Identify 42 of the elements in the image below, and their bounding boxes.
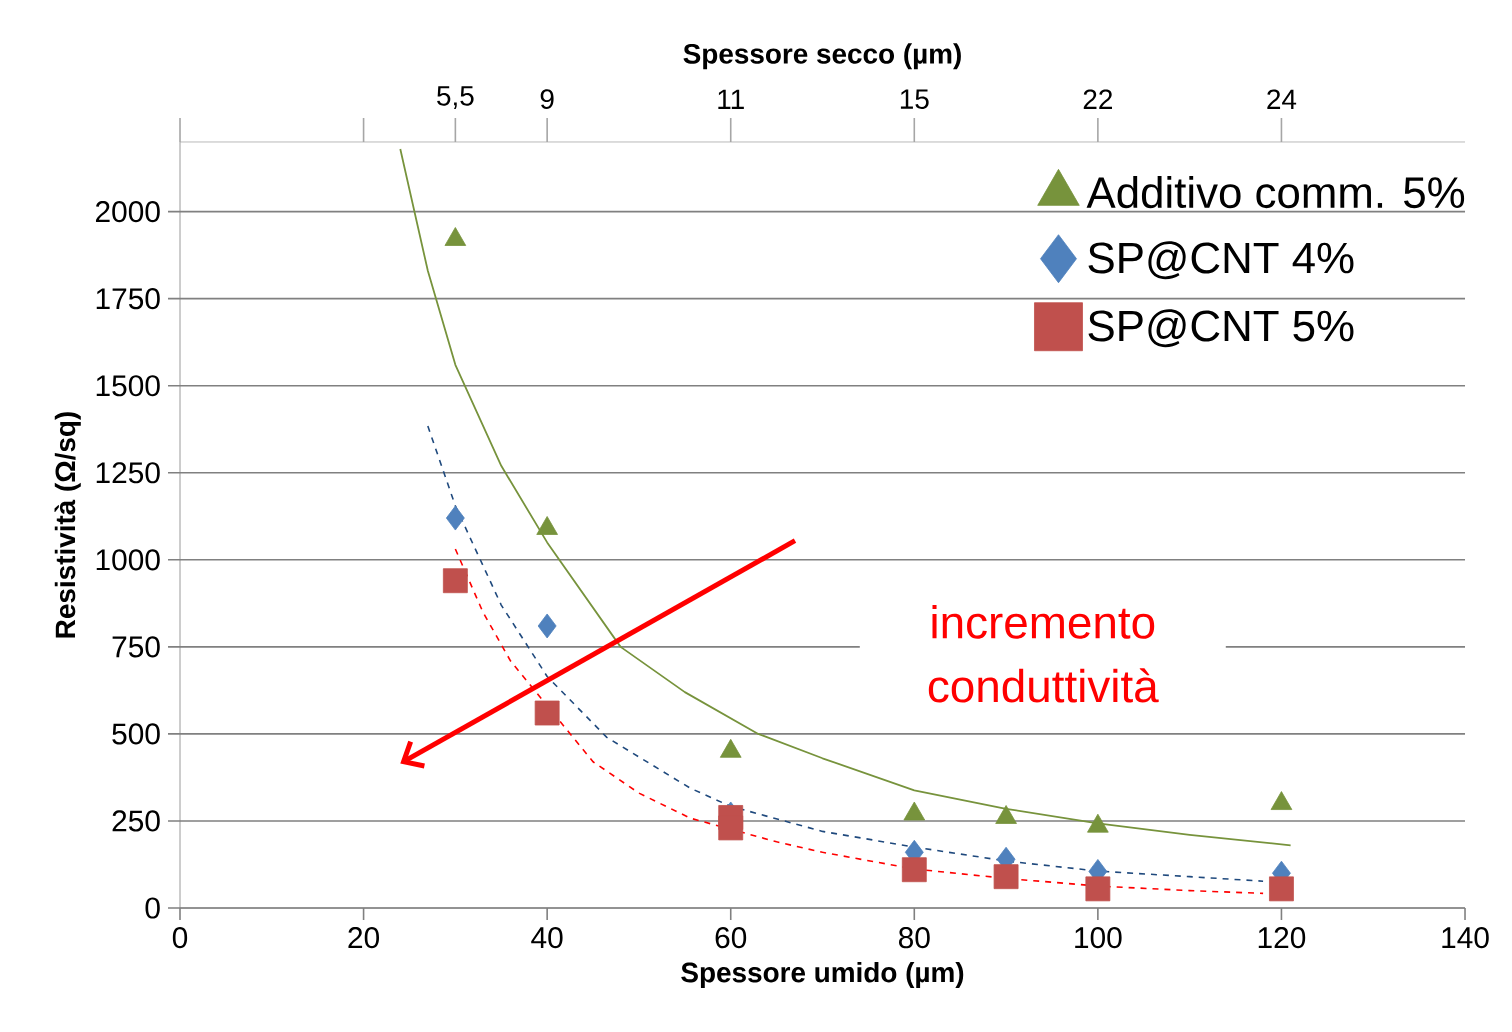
y-tick-label: 1500	[96, 375, 160, 397]
point	[537, 613, 557, 639]
y-tick-label: 1750	[96, 288, 160, 310]
x-tick-label: 20	[348, 927, 380, 949]
legend-label: SP@CNT 4%	[1088, 241, 1354, 280]
point	[534, 700, 560, 726]
text: 24	[1267, 89, 1297, 109]
text: 15	[900, 89, 929, 109]
point	[536, 516, 558, 535]
y-tick-label: 750	[112, 636, 160, 658]
x-tick-label: 140	[1442, 927, 1489, 949]
x-tick-label: 0	[172, 927, 188, 949]
y-tick-label: 1000	[96, 549, 160, 571]
line-series	[427, 425, 1264, 882]
point	[445, 505, 465, 531]
point	[901, 857, 927, 883]
point	[718, 815, 744, 841]
x-tick-label: 60	[715, 927, 747, 949]
annotation: incremento conduttività	[928, 605, 1159, 703]
legend-label: Additivo comm. 5%	[1086, 175, 1465, 209]
y-tick-label: 500	[112, 723, 160, 745]
y-tick-label: 0	[145, 897, 160, 919]
y-tick-label: 2000	[95, 201, 160, 223]
text: 11	[718, 89, 744, 109]
x-axis-title: Spessore umido (µm)	[681, 961, 964, 988]
x2-axis-title: Spessore secco (µm)	[683, 43, 961, 70]
y-tick-label: 250	[112, 810, 160, 832]
x-tick-label: 80	[898, 927, 930, 949]
y-axis-title: Resistività (Ω/sq)	[54, 412, 81, 638]
text: 22	[1083, 89, 1112, 109]
x-tick-label: 120	[1258, 927, 1306, 949]
point	[993, 864, 1019, 890]
legend-label: SP@CNT 5%	[1088, 309, 1354, 348]
point	[1269, 876, 1294, 902]
x-tick-label: 100	[1075, 927, 1122, 949]
point	[444, 227, 467, 246]
y-tick-label: 1250	[96, 462, 160, 484]
point	[1085, 876, 1111, 902]
x-tick-label: 40	[531, 927, 563, 949]
text: 5,5	[437, 86, 474, 109]
text: 9	[540, 89, 554, 109]
point	[442, 568, 468, 594]
